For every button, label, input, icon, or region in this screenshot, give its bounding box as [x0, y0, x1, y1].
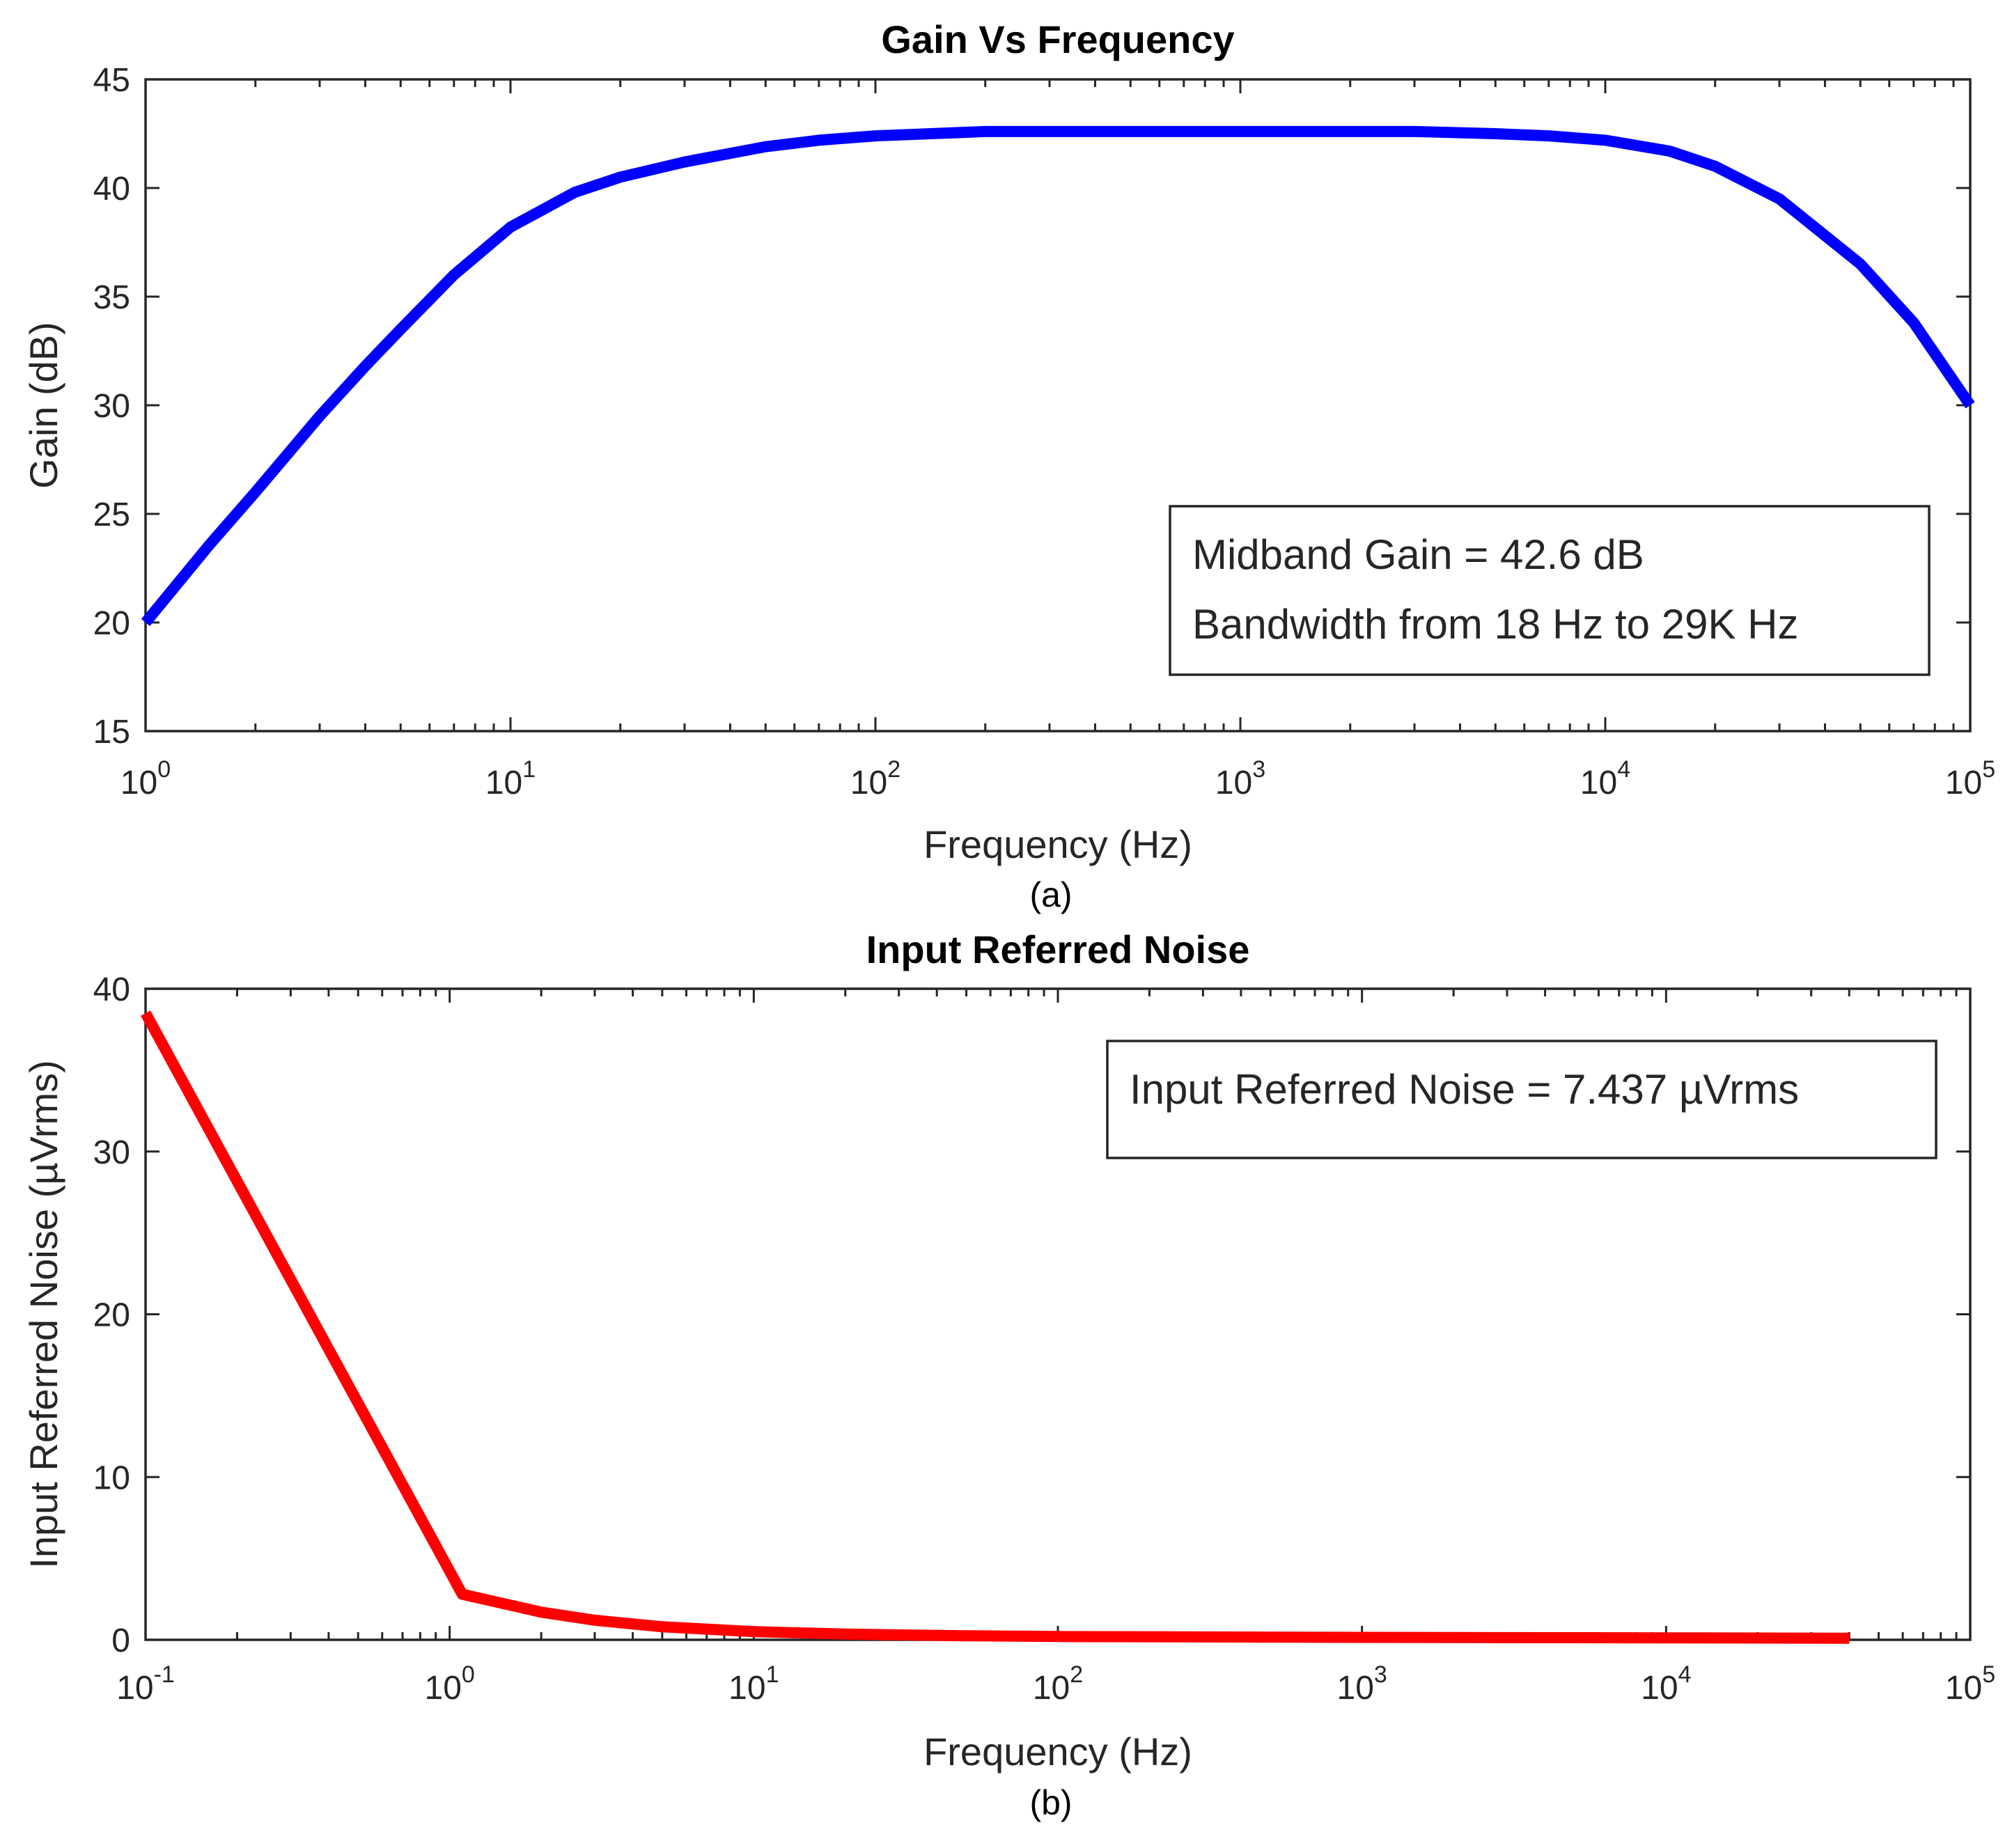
x-tick-label: 100: [120, 756, 171, 801]
x-tick-label: 103: [1337, 1661, 1387, 1707]
y-tick-label: 15: [93, 714, 130, 751]
y-tick-label: 30: [93, 388, 130, 425]
gain-chart: 100 101 102 103 104 105 15 20 25 30 35 40 45 Gain Vs …: [22, 17, 1995, 914]
y-tick-label: 40: [93, 171, 130, 207]
y-tick-label: 45: [93, 62, 130, 99]
annotation-text: Midband Gain = 42.6 dB: [1192, 531, 1644, 578]
annotation-box: [1106, 1040, 1937, 1159]
y-tick-label: 10: [93, 1459, 130, 1496]
x-tick-label: 102: [850, 756, 900, 801]
x-tick-label: 104: [1580, 756, 1630, 801]
x-axis-label: Frequency (Hz): [923, 822, 1192, 866]
x-tick-label: 104: [1641, 1661, 1691, 1707]
x-tick-label: 105: [1945, 756, 1995, 801]
annotation-text: Input Referred Noise = 7.437 µVrms: [1130, 1066, 1799, 1113]
y-tick-label: 0: [111, 1622, 130, 1659]
figure-caption: (b): [1029, 1783, 1072, 1822]
y-tick-label: 20: [93, 1297, 130, 1334]
annotation-box: [1169, 505, 1931, 676]
y-tick-label: 25: [93, 496, 130, 533]
y-axis-label: Gain (dB): [22, 322, 65, 489]
x-axis-label: Frequency (Hz): [923, 1730, 1192, 1773]
y-axis-label: Input Referred Noise (µVrms): [22, 1060, 65, 1568]
y-tick-label: 30: [93, 1134, 130, 1171]
x-tick-label: 101: [485, 756, 536, 801]
x-tick-label: 103: [1215, 756, 1265, 801]
x-tick-label: 105: [1945, 1661, 1995, 1707]
x-tick-label: 102: [1033, 1661, 1083, 1707]
x-tick-label: 100: [425, 1661, 475, 1707]
noise-chart: 10-1 100 101 102 103 104 105 0 10 20 30 40 Input Ref…: [22, 927, 1995, 1822]
series-line: [141, 125, 1975, 627]
y-tick-label: 20: [93, 605, 130, 642]
series-line: [140, 1010, 1850, 1644]
figure-caption: (a): [1029, 875, 1072, 914]
chart-title: Gain Vs Frequency: [881, 17, 1234, 61]
x-tick-label: 101: [728, 1661, 779, 1707]
y-tick-label: 40: [93, 971, 130, 1008]
y-tick-label: 35: [93, 279, 130, 316]
x-tick-label: 10-1: [116, 1661, 175, 1707]
annotation-text: Bandwidth from 18 Hz to 29K Hz: [1192, 601, 1798, 648]
chart-title: Input Referred Noise: [866, 927, 1250, 971]
